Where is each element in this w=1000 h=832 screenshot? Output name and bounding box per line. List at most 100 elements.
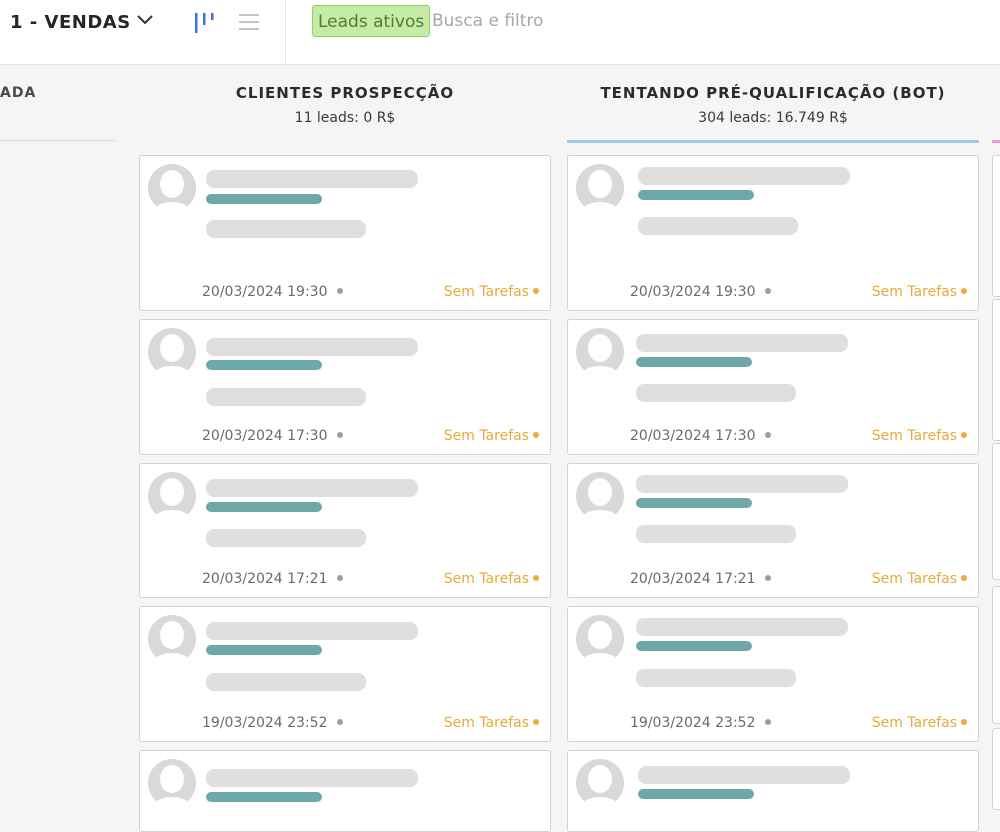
column-header: TENTANDO PRÉ-QUALIFICAÇÃO (BOT) 304 lead… (567, 82, 979, 128)
previous-column-divider (0, 140, 115, 141)
lead-card[interactable]: 20/03/2024 17:30 Sem Tarefas (139, 319, 551, 455)
pipeline-column-clientes-prospeccao: CLIENTES PROSPECÇÃO 11 leads: 0 R$ 20/03… (115, 64, 551, 832)
pipeline-title: 1 - VENDAS (10, 12, 131, 33)
next-column-accent-bar (992, 140, 1000, 143)
lead-name-placeholder (638, 167, 850, 185)
status-dot-icon (336, 719, 343, 725)
next-column-partial (990, 64, 1000, 810)
lead-card[interactable] (992, 586, 1000, 724)
lead-company-placeholder (638, 190, 754, 200)
status-dot-icon (764, 719, 771, 725)
lead-tasks-status[interactable]: Sem Tarefas (872, 428, 967, 444)
lead-card[interactable] (992, 728, 1000, 810)
lead-tasks-status[interactable]: Sem Tarefas (872, 715, 967, 731)
lead-card[interactable] (139, 750, 551, 832)
lead-name-placeholder (206, 338, 418, 356)
lead-contact-placeholder (636, 384, 796, 402)
lead-tasks-status[interactable]: Sem Tarefas (444, 715, 539, 731)
lead-name-placeholder (206, 479, 418, 497)
lead-card[interactable]: 19/03/2024 23:52 Sem Tarefas (567, 606, 979, 742)
column-summary: 11 leads: 0 R$ (294, 110, 396, 126)
lead-company-placeholder (636, 641, 752, 651)
search-input[interactable] (432, 7, 732, 35)
lead-card[interactable] (992, 155, 1000, 297)
column-summary: 304 leads: 16.749 R$ (698, 110, 848, 126)
lead-card[interactable] (567, 750, 979, 832)
lead-card[interactable]: 20/03/2024 17:30 Sem Tarefas (567, 319, 979, 455)
lead-contact-placeholder (206, 673, 366, 691)
lead-date: 19/03/2024 23:52 (202, 715, 343, 731)
lead-name-placeholder (206, 622, 418, 640)
lead-name-placeholder (636, 618, 848, 636)
lead-name-placeholder (638, 766, 850, 784)
pipeline-column-tentando-pre-qualificacao: TENTANDO PRÉ-QUALIFICAÇÃO (BOT) 304 lead… (567, 64, 979, 832)
lead-card[interactable] (992, 443, 1000, 580)
lead-card[interactable]: 20/03/2024 19:30 Sem Tarefas (567, 155, 979, 311)
column-accent-bar (115, 140, 551, 143)
lead-card[interactable] (992, 299, 1000, 441)
lead-contact-placeholder (206, 220, 366, 238)
lead-company-placeholder (206, 194, 322, 204)
lead-contact-placeholder (206, 388, 366, 406)
task-dot-icon (961, 432, 967, 438)
chevron-down-icon (136, 9, 153, 30)
avatar-placeholder-icon (148, 615, 196, 663)
lead-tasks-status[interactable]: Sem Tarefas (444, 428, 539, 444)
toolbar-divider (285, 0, 286, 64)
lead-company-placeholder (636, 498, 752, 508)
lead-name-placeholder (206, 769, 418, 787)
lead-date: 20/03/2024 17:30 (202, 428, 343, 444)
lead-date: 20/03/2024 17:21 (630, 571, 771, 587)
avatar-placeholder-icon (576, 472, 624, 520)
previous-column-title: ADA (0, 85, 37, 101)
top-bar: 1 - VENDAS Leads ativos (0, 0, 1000, 65)
lead-contact-placeholder (636, 669, 796, 687)
lead-contact-placeholder (636, 525, 796, 543)
lead-date: 20/03/2024 17:30 (630, 428, 771, 444)
lead-company-placeholder (638, 789, 754, 799)
task-dot-icon (533, 575, 539, 581)
task-dot-icon (961, 719, 967, 725)
lead-company-placeholder (206, 502, 322, 512)
lead-date: 20/03/2024 19:30 (630, 284, 771, 300)
lead-card[interactable]: 20/03/2024 17:21 Sem Tarefas (139, 463, 551, 598)
task-dot-icon (961, 575, 967, 581)
lead-tasks-status[interactable]: Sem Tarefas (444, 571, 539, 587)
column-accent-bar (567, 140, 979, 143)
avatar-placeholder-icon (148, 164, 196, 212)
task-dot-icon (533, 288, 539, 294)
lead-date: 20/03/2024 17:21 (202, 571, 343, 587)
status-dot-icon (764, 288, 771, 294)
lead-card[interactable]: 19/03/2024 23:52 Sem Tarefas (139, 606, 551, 742)
lead-name-placeholder (636, 334, 848, 352)
status-dot-icon (764, 575, 771, 581)
avatar-placeholder-icon (576, 759, 624, 807)
lead-company-placeholder (206, 792, 322, 802)
lead-contact-placeholder (638, 217, 798, 235)
lead-date: 20/03/2024 19:30 (202, 284, 343, 300)
avatar-placeholder-icon (148, 472, 196, 520)
column-title: TENTANDO PRÉ-QUALIFICAÇÃO (BOT) (600, 84, 946, 102)
column-title: CLIENTES PROSPECÇÃO (235, 84, 455, 102)
column-header: CLIENTES PROSPECÇÃO 11 leads: 0 R$ (139, 82, 551, 128)
lead-card[interactable]: 20/03/2024 19:30 Sem Tarefas (139, 155, 551, 311)
list-view-icon[interactable] (238, 12, 260, 32)
lead-company-placeholder (636, 357, 752, 367)
avatar-placeholder-icon (576, 164, 624, 212)
lead-tasks-status[interactable]: Sem Tarefas (872, 284, 967, 300)
active-filter-tag[interactable]: Leads ativos (312, 5, 431, 37)
avatar-placeholder-icon (576, 615, 624, 663)
status-dot-icon (336, 432, 343, 438)
status-dot-icon (336, 288, 343, 294)
lead-name-placeholder (206, 170, 418, 188)
lead-company-placeholder (206, 645, 322, 655)
lead-tasks-status[interactable]: Sem Tarefas (872, 571, 967, 587)
lead-card[interactable]: 20/03/2024 17:21 Sem Tarefas (567, 463, 979, 598)
task-dot-icon (533, 719, 539, 725)
lead-contact-placeholder (206, 529, 366, 547)
pipeline-selector[interactable]: 1 - VENDAS (10, 9, 153, 33)
lead-tasks-status[interactable]: Sem Tarefas (444, 284, 539, 300)
task-dot-icon (533, 432, 539, 438)
kanban-view-icon[interactable] (192, 12, 216, 34)
avatar-placeholder-icon (148, 328, 196, 376)
